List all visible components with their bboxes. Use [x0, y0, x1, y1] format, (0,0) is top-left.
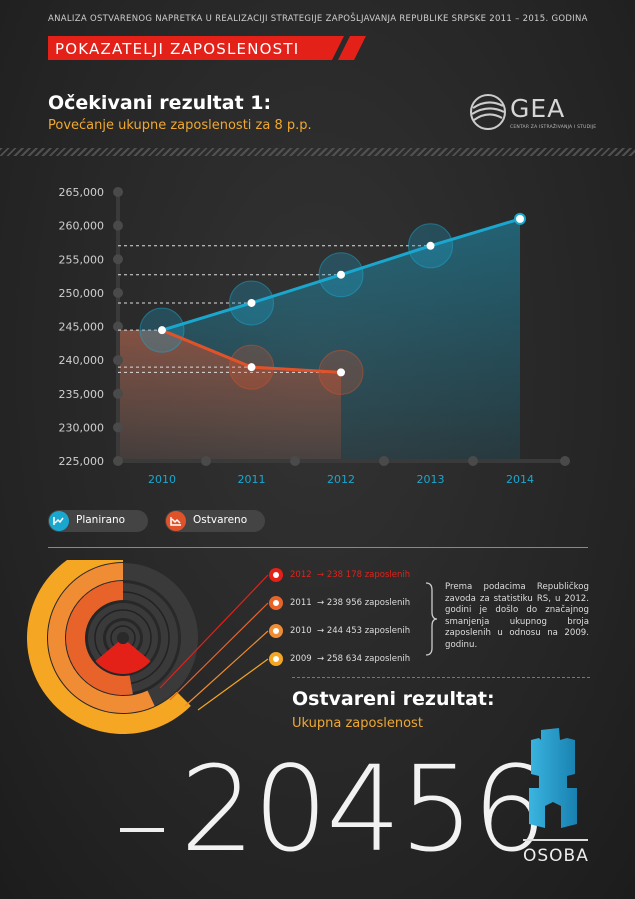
achieved-point	[247, 363, 256, 372]
y-tick-label: 255,000	[59, 253, 105, 266]
y-tick-label: 265,000	[59, 186, 105, 199]
y-tick-label: 235,000	[59, 388, 105, 401]
planned-point	[426, 241, 435, 250]
y-tick-dot	[113, 220, 123, 231]
legend-label-ostvareno: Ostvareno	[193, 514, 248, 526]
employment-donut	[27, 560, 199, 734]
employment-change-value: 20456	[180, 740, 547, 878]
employment-line-chart: 265,000 260,000 255,000 250,000 245,000 240,0…	[59, 186, 570, 486]
planned-point	[337, 270, 345, 279]
y-tick-dot	[113, 321, 123, 332]
x-tick-label: 2011	[238, 473, 266, 486]
statistics-note: Prema podacima Republičkog zavoda za sta…	[445, 582, 589, 650]
x-tick-label: 2012	[327, 473, 355, 486]
x-tick-dot	[290, 456, 300, 466]
x-tick-dot	[560, 456, 570, 466]
minus-sign	[120, 828, 164, 832]
unit-underline	[523, 839, 588, 841]
y-tick-dot	[113, 422, 123, 433]
gea-logo-icon	[470, 94, 506, 130]
legend-label-planirano: Planirano	[76, 514, 126, 526]
y-tick-label: 225,000	[59, 455, 105, 468]
achieved-area	[118, 330, 341, 461]
result-title: Ostvareni rezultat:	[292, 688, 495, 710]
planned-point	[158, 326, 166, 335]
donut-legend-item: 2010 → 244 453 zaposlenih	[290, 626, 410, 636]
y-tick-dot	[113, 254, 123, 265]
y-tick-label: 250,000	[59, 287, 105, 300]
legend-year: 2009	[290, 654, 312, 664]
x-tick-dot	[379, 456, 389, 466]
y-tick-dot	[113, 187, 123, 197]
chart-icon	[166, 511, 186, 531]
donut-arc-2012	[95, 641, 151, 674]
donut-leader-lines	[159, 568, 283, 711]
donut-legend-item: 2009 → 258 634 zaposlenih	[290, 654, 410, 664]
banner-title: POKAZATELJI ZAPOSLENOSTI	[55, 40, 300, 58]
legend-year: 2010	[290, 626, 312, 636]
y-tick-label: 240,000	[59, 354, 105, 367]
planned-point	[516, 214, 524, 223]
brace-icon	[425, 582, 438, 656]
x-tick-dot	[201, 456, 211, 466]
legend-ostvareno: Ostvareno	[165, 510, 265, 532]
legend-year: 2012	[290, 570, 312, 580]
y-tick-label: 230,000	[59, 421, 105, 434]
y-tick-label: 245,000	[59, 321, 105, 334]
legend-marker-dot	[273, 628, 279, 634]
result-subtitle: Ukupna zaposlenost	[292, 716, 423, 731]
section-title: Očekivani rezultat 1:	[48, 92, 272, 114]
logo-text: GEA	[510, 94, 566, 123]
y-tick-label: 260,000	[59, 220, 105, 233]
donut-legend-item: 2011 → 238 956 zaposlenih	[290, 598, 410, 608]
legend-value: → 238 178 zaposlenih	[317, 570, 411, 580]
section-separator	[48, 547, 588, 548]
y-tick-dot	[113, 388, 123, 399]
y-tick-dot	[113, 456, 123, 466]
result-divider	[292, 677, 590, 678]
divider-hatch	[0, 148, 635, 156]
leader-line	[184, 630, 269, 707]
leader-line	[197, 658, 269, 711]
donut-arc-2011	[66, 581, 133, 695]
leader-line	[169, 602, 269, 701]
donut-arc-2009	[27, 560, 191, 734]
planned-point	[247, 298, 256, 307]
y-tick-dot	[113, 355, 123, 366]
unit-label: OSOBA	[523, 846, 589, 866]
achieved-point	[337, 368, 345, 377]
legend-value: → 258 634 zaposlenih	[317, 654, 411, 664]
section-subtitle: Povećanje ukupne zaposlenosti za 8 p.p.	[48, 118, 312, 133]
legend-value: → 244 453 zaposlenih	[317, 626, 411, 636]
donut-hole	[117, 632, 129, 644]
legend-planirano: Planirano	[48, 510, 148, 532]
person-icon	[529, 728, 577, 828]
x-tick-label: 2010	[148, 473, 176, 486]
legend-year: 2011	[290, 598, 312, 608]
y-tick-dot	[113, 287, 123, 298]
report-header: ANALIZA OSTVARENOG NAPRETKA U REALIZACIJ…	[48, 14, 588, 24]
legend-marker-dot	[273, 656, 279, 662]
logo-subtext: CENTAR ZA ISTRAŽIVANJA I STUDIJE	[510, 125, 597, 130]
legend-marker-dot	[273, 572, 279, 578]
x-tick-dot	[468, 456, 478, 466]
chart-icon	[49, 511, 69, 531]
legend-marker-dot	[273, 600, 279, 606]
banner-shape	[48, 36, 366, 60]
leader-line	[159, 574, 269, 689]
x-tick-label: 2014	[506, 473, 534, 486]
legend-value: → 238 956 zaposlenih	[317, 598, 411, 608]
x-tick-label: 2013	[417, 473, 445, 486]
donut-legend-item: 2012 → 238 178 zaposlenih	[290, 570, 410, 580]
donut-arc-2010	[48, 563, 155, 713]
